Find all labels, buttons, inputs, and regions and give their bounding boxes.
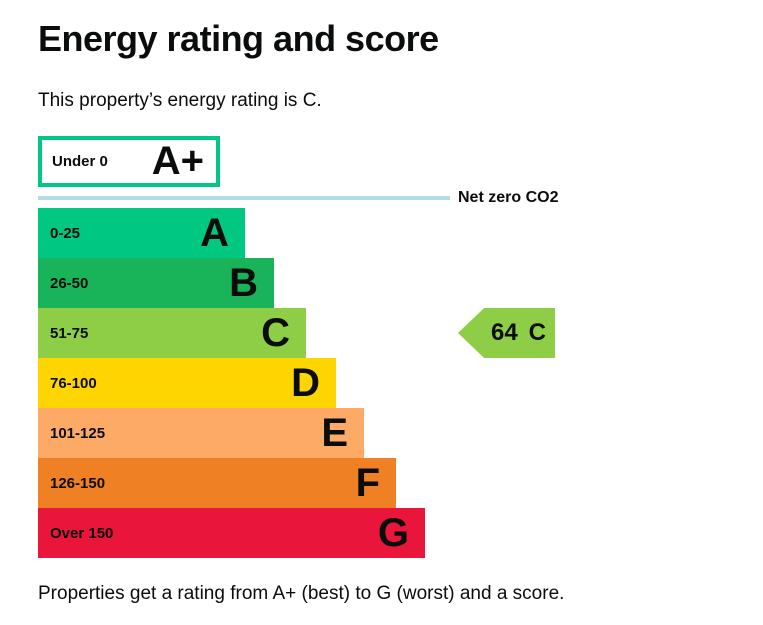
band-row-d: 76-100 D: [38, 358, 336, 408]
band-row-b: 26-50 B: [38, 258, 274, 308]
band-range-label: Over 150: [50, 524, 114, 542]
band-row-a-plus: Under 0 A+: [38, 136, 220, 187]
band-range-label: 76-100: [50, 374, 97, 392]
band-row-c: 51-75 C: [38, 308, 306, 358]
net-zero-line: [38, 196, 450, 200]
band-range-label: 101-125: [50, 424, 106, 442]
band-row-e: 101-125 E: [38, 408, 364, 458]
rating-explanation-text: Properties get a rating from A+ (best) t…: [38, 583, 565, 604]
current-rating-letter: C: [528, 319, 547, 346]
band-range-label: 51-75: [50, 324, 89, 342]
page-title: Energy rating and score: [38, 18, 439, 59]
net-zero-label: Net zero CO2: [458, 189, 559, 206]
rating-bands: 0-25 A 26-50 B 51-75 C 76-100 D 101-125 …: [38, 208, 425, 558]
band-letter: A+: [151, 139, 204, 183]
band-letter: F: [355, 461, 380, 505]
band-range-label: Under 0: [52, 153, 108, 170]
band-letter: G: [377, 511, 409, 555]
band-range-label: 126-150: [50, 474, 106, 492]
band-letter: A: [200, 211, 229, 255]
band-letter: D: [291, 361, 320, 405]
band-range-label: 0-25: [50, 224, 81, 242]
band-range-label: 26-50: [50, 274, 89, 292]
band-letter: E: [321, 411, 348, 455]
band-row-a: 0-25 A: [38, 208, 245, 258]
rating-summary-text: This property’s energy rating is C.: [38, 90, 322, 111]
current-rating-pointer: 64 C: [458, 308, 555, 358]
band-row-f: 126-150 F: [38, 458, 396, 508]
band-letter: C: [261, 311, 290, 355]
band-row-g: Over 150 G: [38, 508, 425, 558]
band-letter: B: [229, 261, 258, 305]
current-score-value: 64: [490, 319, 518, 346]
